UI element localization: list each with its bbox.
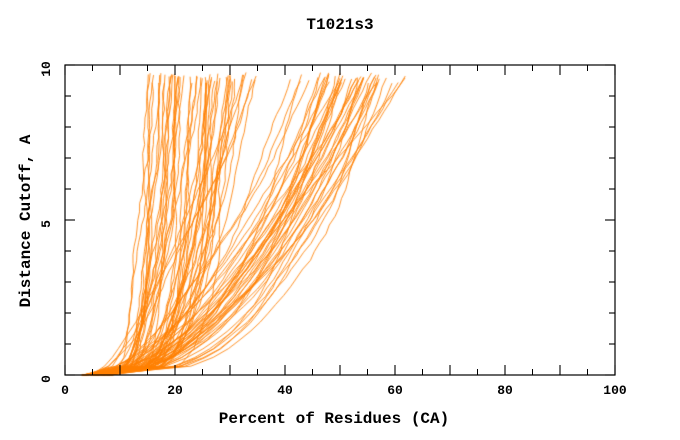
svg-text:0: 0 (39, 375, 54, 383)
svg-text:80: 80 (497, 383, 513, 398)
svg-text:0: 0 (61, 383, 69, 398)
svg-text:100: 100 (603, 383, 627, 398)
svg-text:10: 10 (39, 61, 54, 77)
svg-text:60: 60 (387, 383, 403, 398)
svg-text:40: 40 (277, 383, 293, 398)
svg-text:5: 5 (39, 220, 54, 228)
svg-text:20: 20 (167, 383, 183, 398)
